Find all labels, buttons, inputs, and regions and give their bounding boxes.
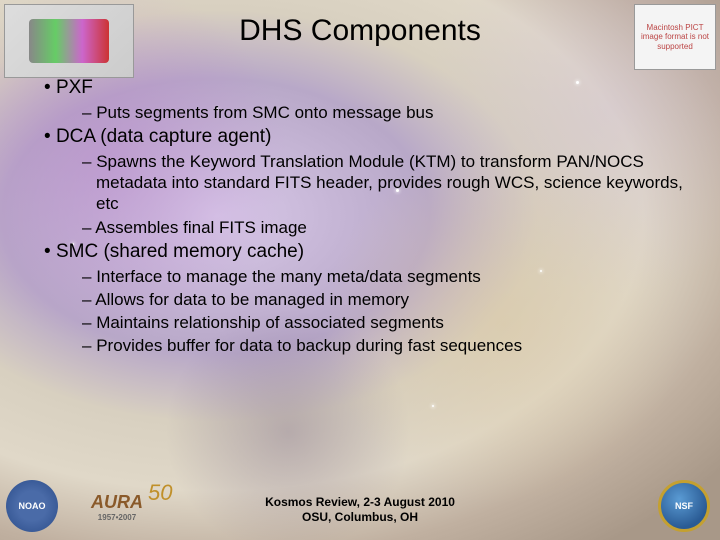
sub-bullet: Interface to manage the many meta/data s… [82, 266, 690, 287]
sub-bullet: Assembles final FITS image [82, 217, 690, 238]
aura-50-icon: 50 [148, 480, 172, 506]
instrument-image [4, 4, 134, 78]
sub-bullet: Allows for data to be managed in memory [82, 289, 690, 310]
pict-placeholder: Macintosh PICT image format is not suppo… [634, 4, 716, 70]
bullet-list: PXF Puts segments from SMC onto message … [30, 76, 690, 357]
sub-bullet: Spawns the Keyword Translation Module (K… [82, 151, 690, 215]
bullet-smc: SMC (shared memory cache) [44, 240, 690, 264]
noao-logo: NOAO [6, 480, 58, 532]
footer-line2: OSU, Columbus, OH [265, 510, 455, 526]
aura-text: AURA [91, 492, 143, 513]
footer-line1: Kosmos Review, 2-3 August 2010 [265, 495, 455, 511]
footer: NOAO AURA 1957•2007 50 Kosmos Review, 2-… [0, 478, 720, 534]
sub-bullet: Puts segments from SMC onto message bus [82, 102, 690, 123]
nsf-logo: NSF [658, 480, 710, 532]
bullet-pxf: PXF [44, 76, 690, 100]
footer-text: Kosmos Review, 2-3 August 2010 OSU, Colu… [265, 495, 455, 526]
aura-years: 1957•2007 [98, 513, 136, 522]
sub-bullet: Provides buffer for data to backup durin… [82, 335, 690, 356]
sub-bullet: Maintains relationship of associated seg… [82, 312, 690, 333]
bullet-dca: DCA (data capture agent) [44, 125, 690, 149]
